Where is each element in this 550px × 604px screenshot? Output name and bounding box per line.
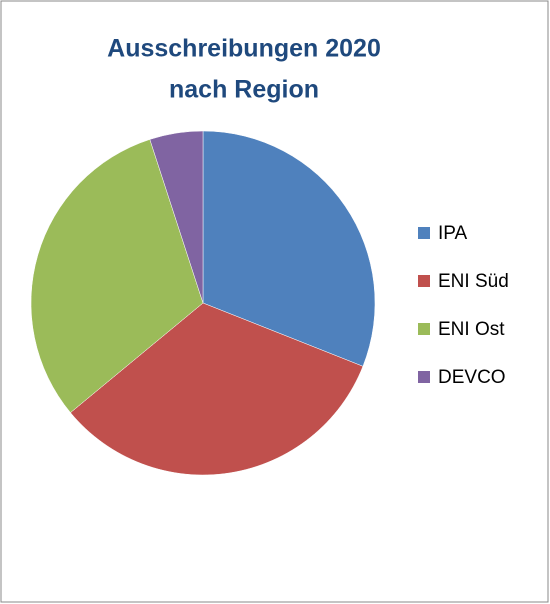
- pie-slice: [70, 302, 364, 476]
- legend-swatch: [418, 323, 430, 335]
- pie-slice: [149, 130, 204, 304]
- chart-title: Ausschreibungen 2020: [107, 35, 381, 63]
- legend-label: ENI Ost: [438, 319, 505, 340]
- legend-swatch: [418, 371, 430, 383]
- pie-slice: [30, 139, 204, 413]
- legend-label: DEVCO: [438, 367, 506, 388]
- legend-label: ENI Süd: [438, 271, 509, 292]
- legend-swatch: [418, 227, 430, 239]
- chart-title: nach Region: [169, 76, 319, 104]
- pie-slice: [202, 130, 376, 367]
- legend-label: IPA: [438, 223, 468, 244]
- legend-swatch: [418, 275, 430, 287]
